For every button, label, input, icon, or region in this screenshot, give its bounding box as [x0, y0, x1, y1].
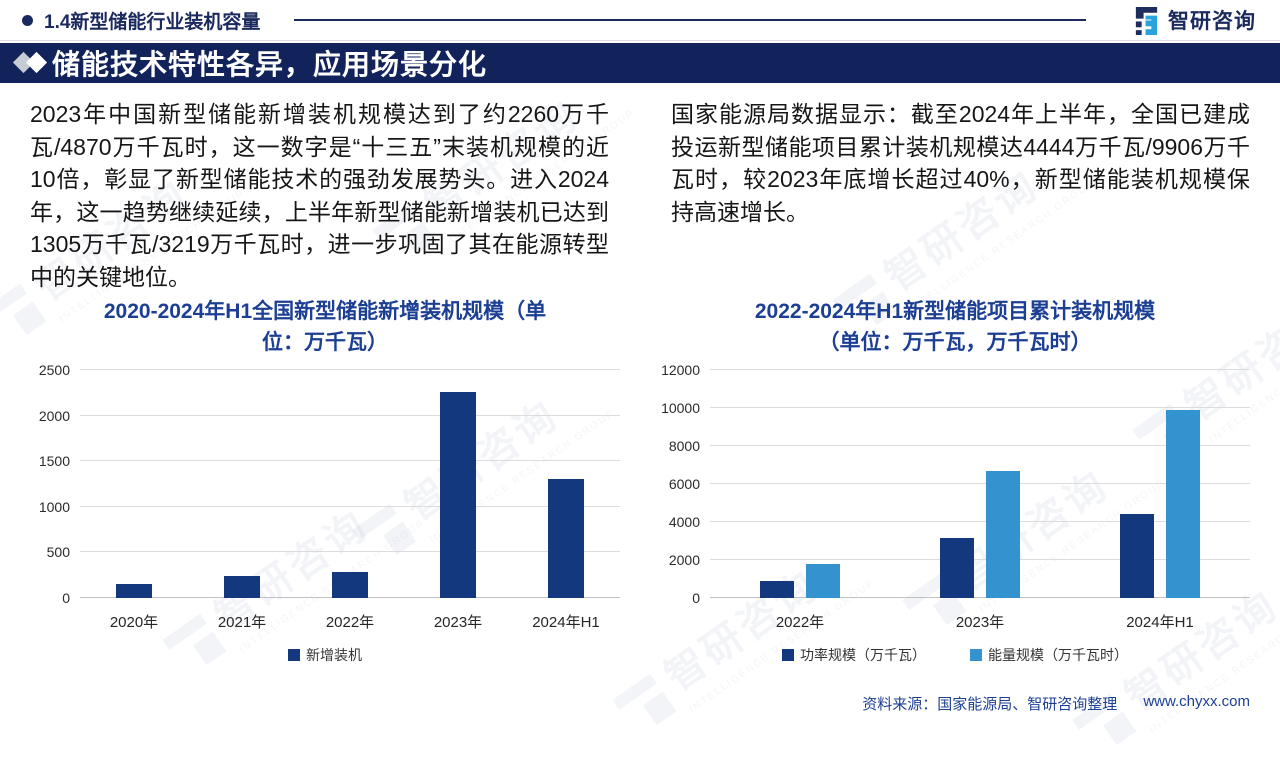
- header-divider: [294, 19, 1086, 21]
- bar-group: [296, 370, 404, 598]
- new-installed-capacity-chart: 2020-2024年H1全国新型储能新增装机规模（单 位：万千瓦） 0 500 10…: [30, 296, 620, 665]
- x-tick-label: 2024年H1: [1126, 614, 1194, 631]
- legend-swatch: [782, 649, 794, 661]
- paragraph-left: 2023年中国新型储能新增装机规模达到了约2260万千瓦/4870万千瓦时，这一…: [30, 101, 609, 290]
- x-tick-label: 2024年H1: [532, 614, 600, 631]
- banner-title: 储能技术特性各异，应用场景分化: [52, 49, 488, 80]
- bars: [80, 370, 620, 598]
- legend-label: 能量规模（万千瓦时）: [988, 647, 1128, 663]
- x-tick-label: 2023年: [433, 614, 483, 631]
- plot-area: [710, 369, 1250, 598]
- chart-title: 2020-2024年H1全国新型储能新增装机规模（单 位：万千瓦）: [103, 300, 547, 354]
- x-tick-label: 2022年: [775, 614, 825, 631]
- y-tick-label: 0: [692, 590, 700, 606]
- bar-group: [890, 370, 1070, 598]
- bar-group: [710, 370, 890, 598]
- cumulative-capacity-chart: 2022-2024年H1新型储能项目累计装机规模 （单位：万千瓦，万千瓦时） 0…: [660, 296, 1250, 665]
- bar-group: [188, 370, 296, 598]
- bar: [760, 581, 794, 598]
- gridline: [80, 414, 620, 416]
- y-tick-label: 2000: [668, 552, 700, 569]
- gridline: [80, 460, 620, 462]
- intro-text-row: 2023年中国新型储能新增装机规模达到了约2260万千瓦/4870万千瓦时，这一…: [30, 98, 1250, 294]
- y-tick-label: 8000: [668, 438, 700, 455]
- legend-swatch: [288, 649, 300, 661]
- y-axis: 0 2000 4000 6000 8000 10000 12000: [660, 362, 710, 606]
- zhiyan-logo-icon: [1135, 6, 1158, 35]
- legend-swatch: [970, 649, 982, 661]
- y-tick-label: 4000: [668, 514, 700, 531]
- gridline: [710, 597, 1250, 598]
- data-source: 资料来源：国家能源局、智研咨询整理: [862, 696, 1118, 713]
- bar-group: [80, 370, 188, 598]
- page-header: 1.4新型储能行业装机容量 智研咨询: [0, 0, 1280, 41]
- watermark-logo-icon: [612, 674, 676, 738]
- chart-legend: 新增装机: [30, 645, 620, 665]
- bars: [710, 370, 1250, 598]
- bar: [224, 576, 260, 598]
- y-tick-label: 2000: [38, 407, 70, 424]
- y-tick-label: 2500: [38, 362, 70, 378]
- legend-label: 功率规模（万千瓦）: [800, 647, 926, 663]
- gridline: [710, 521, 1250, 523]
- gridline: [710, 559, 1250, 561]
- y-tick-label: 1000: [38, 498, 70, 515]
- legend-label: 新增装机: [306, 647, 362, 663]
- bar: [940, 538, 974, 598]
- brand-name: 智研咨询: [1168, 10, 1256, 33]
- legend-item: 功率规模（万千瓦）: [782, 645, 926, 665]
- gridline: [710, 445, 1250, 447]
- section-title: 1.4新型储能行业装机容量: [44, 11, 261, 33]
- bar: [986, 470, 1020, 598]
- legend-item: 能量规模（万千瓦时）: [970, 645, 1128, 665]
- y-tick-label: 1500: [38, 453, 70, 470]
- y-tick-label: 12000: [661, 362, 700, 378]
- website-link[interactable]: www.chyxx.com: [1143, 693, 1250, 710]
- bar-group: [404, 370, 512, 598]
- diamond-icon: [10, 49, 52, 77]
- paragraph-right: 国家能源局数据显示：截至2024年上半年，全国已建成投运新型储能项目累计装机规模…: [671, 101, 1250, 225]
- plot-area: [80, 369, 620, 598]
- gridline: [710, 407, 1250, 408]
- bar: [548, 478, 584, 598]
- x-tick-label: 2021年: [217, 614, 267, 631]
- gridline: [80, 505, 620, 507]
- legend-item: 新增装机: [288, 645, 362, 665]
- bar: [332, 571, 368, 598]
- x-tick-label: 2022年: [325, 614, 375, 631]
- gridline: [710, 369, 1250, 370]
- bar-group: [512, 370, 620, 598]
- x-tick-label: 2023年: [955, 614, 1005, 631]
- bar-group: [1070, 370, 1250, 598]
- brand-logo: 智研咨询: [1132, 5, 1256, 36]
- bar: [806, 563, 840, 598]
- gridline: [710, 483, 1250, 484]
- x-tick-label: 2020年: [109, 614, 159, 631]
- chart-legend: 功率规模（万千瓦） 能量规模（万千瓦时）: [660, 645, 1250, 665]
- x-axis: 2022年 2023年 2024年H1: [710, 611, 1250, 632]
- diamond-white-icon: [25, 51, 48, 74]
- y-tick-label: 500: [46, 544, 70, 561]
- y-tick-label: 0: [62, 590, 70, 606]
- bar: [1120, 513, 1154, 598]
- bar: [440, 391, 476, 598]
- charts-row: 2020-2024年H1全国新型储能新增装机规模（单 位：万千瓦） 0 500 10…: [30, 296, 1250, 665]
- bar: [1166, 409, 1200, 598]
- bullet-icon: [22, 14, 33, 26]
- chart-title: 2022-2024年H1新型储能项目累计装机规模 （单位：万千瓦，万千瓦时）: [754, 300, 1156, 354]
- section-banner: 储能技术特性各异，应用场景分化: [0, 43, 1280, 83]
- y-axis: 0 500 1000 1500 2000 2500: [30, 362, 80, 606]
- page-footer: 资料来源：国家能源局、智研咨询整理 www.chyxx.com: [862, 693, 1250, 714]
- gridline: [80, 369, 620, 370]
- bar: [116, 584, 152, 598]
- gridline: [80, 551, 620, 553]
- y-tick-label: 6000: [668, 476, 700, 492]
- x-axis: 2020年 2021年 2022年 2023年 2024年H1: [80, 611, 620, 632]
- y-tick-label: 10000: [661, 400, 700, 416]
